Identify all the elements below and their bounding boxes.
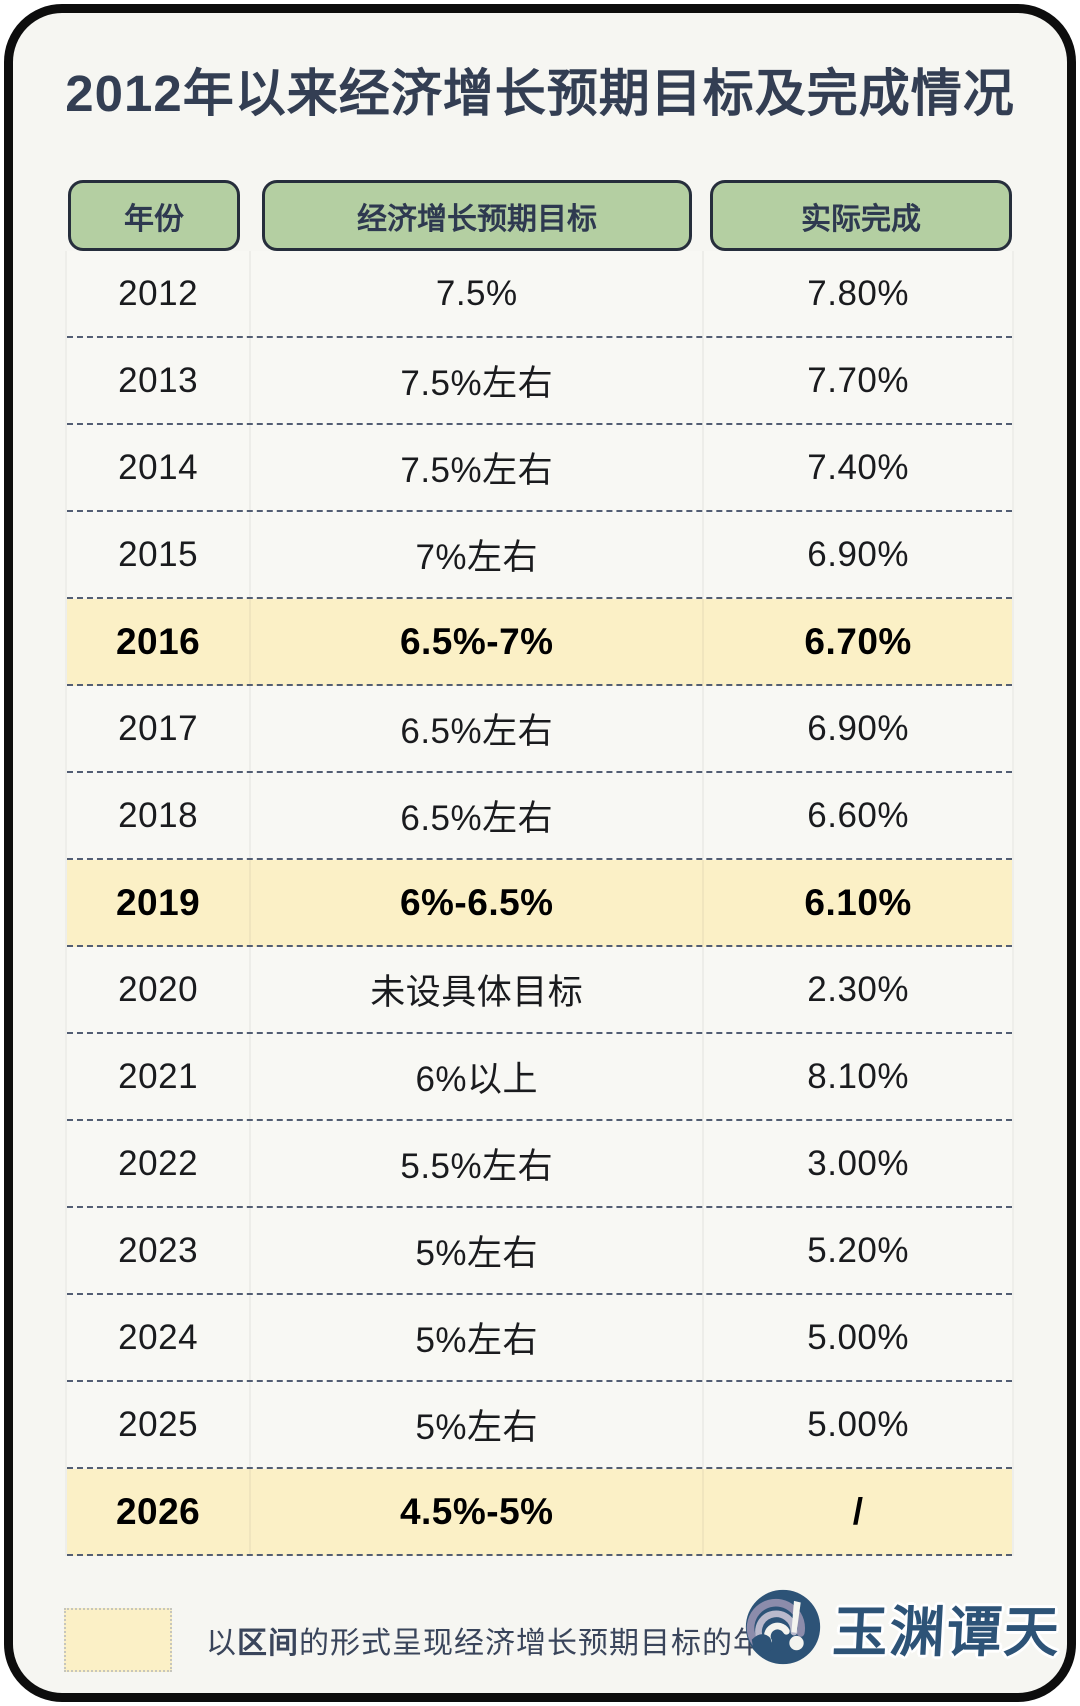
actual-cell: 6.10% — [702, 860, 1012, 945]
actual-cell: 2.30% — [702, 947, 1012, 1032]
table-row: 2026 4.5%-5% / — [67, 1469, 1012, 1556]
year-cell: 2020 — [118, 969, 199, 1009]
target-cell: 7%左右 — [249, 512, 702, 597]
year-cell: 2022 — [118, 1143, 199, 1183]
table-row: 2025 5%左右 5.00% — [67, 1382, 1012, 1469]
brand-logo-wave-icon — [745, 1589, 821, 1665]
brand-logo-wordmark: 玉渊谭天 — [831, 1601, 1063, 1663]
actual-cell: 6.90% — [702, 686, 1012, 771]
legend-note-suffix: 的形式呈现经济增长预期目标的年份 — [299, 1627, 795, 1660]
year-cell: 2024 — [118, 1317, 199, 1357]
table-row: 2012 7.5% 7.80% — [67, 251, 1012, 338]
table-row: 2014 7.5%左右 7.40% — [67, 425, 1012, 512]
actual-cell: 5.20% — [702, 1208, 1012, 1293]
page-title: 2012年以来经济增长预期目标及完成情况 — [65, 65, 1015, 122]
actual-cell: 6.90% — [702, 512, 1012, 597]
column-header-actual-label: 实际完成 — [801, 202, 921, 236]
target-cell: 7.5%左右 — [249, 425, 702, 510]
column-header-actual: 实际完成 — [710, 180, 1012, 251]
target-cell: 7.5% — [249, 251, 702, 336]
actual-cell: 7.80% — [702, 251, 1012, 336]
table-row: 2015 7%左右 6.90% — [67, 512, 1012, 599]
actual-cell: 6.60% — [702, 773, 1012, 858]
actual-cell: 5.00% — [702, 1295, 1012, 1380]
target-cell: 6.5%-7% — [249, 599, 702, 684]
year-cell: 2023 — [118, 1230, 199, 1270]
year-cell: 2021 — [118, 1056, 199, 1096]
target-cell: 5%左右 — [249, 1295, 702, 1380]
target-cell: 6%-6.5% — [249, 860, 702, 945]
target-cell: 7.5%左右 — [249, 338, 702, 423]
actual-cell: / — [702, 1469, 1012, 1554]
actual-cell: 7.70% — [702, 338, 1012, 423]
target-cell: 5%左右 — [249, 1382, 702, 1467]
column-header-year: 年份 — [68, 180, 240, 251]
table-row: 2018 6.5%左右 6.60% — [67, 773, 1012, 860]
legend-note: 以区间 的形式呈现经济增长预期目标的年份 — [206, 1608, 795, 1672]
year-cell: 2019 — [115, 881, 201, 923]
table-row: 2013 7.5%左右 7.70% — [67, 338, 1012, 425]
actual-cell: 5.00% — [702, 1382, 1012, 1467]
target-cell: 6.5%左右 — [249, 773, 702, 858]
column-header-target-label: 经济增长预期目标 — [357, 202, 597, 236]
table-row: 2016 6.5%-7% 6.70% — [67, 599, 1012, 686]
actual-cell: 8.10% — [702, 1034, 1012, 1119]
table-row: 2024 5%左右 5.00% — [67, 1295, 1012, 1382]
table-row: 2022 5.5%左右 3.00% — [67, 1121, 1012, 1208]
table-row: 2023 5%左右 5.20% — [67, 1208, 1012, 1295]
year-cell: 2012 — [118, 273, 199, 313]
table-row: 2020 未设具体目标 2.30% — [67, 947, 1012, 1034]
actual-cell: 7.40% — [702, 425, 1012, 510]
table-row: 2019 6%-6.5% 6.10% — [67, 860, 1012, 947]
year-cell: 2016 — [115, 620, 201, 662]
year-cell: 2017 — [118, 708, 199, 748]
target-cell: 未设具体目标 — [249, 947, 702, 1032]
target-cell: 5%左右 — [249, 1208, 702, 1293]
target-cell: 6%以上 — [249, 1034, 702, 1119]
legend-highlight-swatch — [64, 1608, 172, 1672]
year-cell: 2026 — [115, 1490, 201, 1532]
year-cell: 2014 — [118, 447, 199, 487]
year-cell: 2025 — [118, 1404, 199, 1444]
brand-logo: 玉渊谭天 — [745, 1582, 1063, 1672]
legend-note-prefix: 以 — [206, 1627, 237, 1660]
year-cell: 2015 — [118, 534, 199, 574]
table-row: 2017 6.5%左右 6.90% — [67, 686, 1012, 773]
actual-cell: 3.00% — [702, 1121, 1012, 1206]
target-cell: 6.5%左右 — [249, 686, 702, 771]
table-row: 2021 6%以上 8.10% — [67, 1034, 1012, 1121]
column-header-year-label: 年份 — [124, 202, 184, 236]
year-cell: 2013 — [118, 360, 199, 400]
legend-note-bold: 区间 — [237, 1627, 299, 1660]
year-cell: 2018 — [118, 795, 199, 835]
table-body: 2012 7.5% 7.80% 2013 7.5%左右 7.70% 2014 7.5%左右 7.… — [65, 251, 1014, 1556]
target-cell: 5.5%左右 — [249, 1121, 702, 1206]
actual-cell: 6.70% — [702, 599, 1012, 684]
column-header-target: 经济增长预期目标 — [262, 180, 692, 251]
target-cell: 4.5%-5% — [249, 1469, 702, 1554]
